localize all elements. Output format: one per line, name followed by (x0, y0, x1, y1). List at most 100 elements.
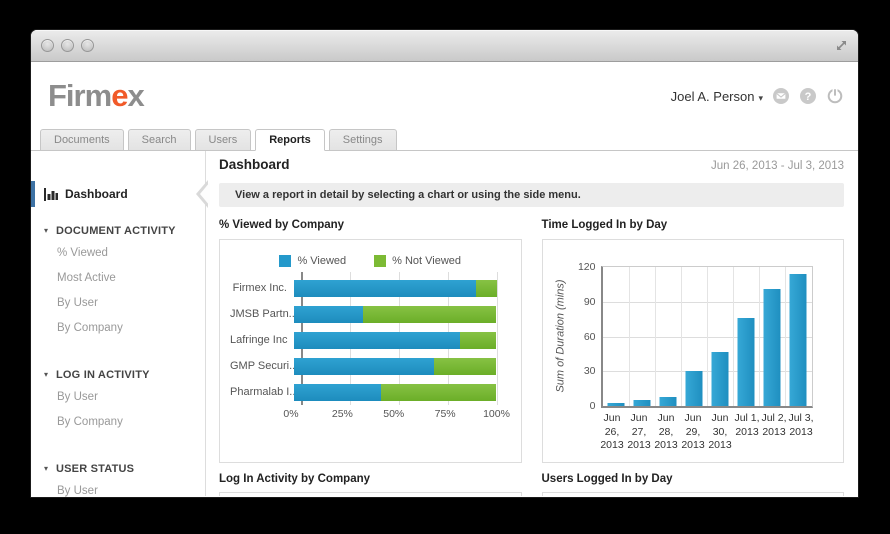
x-tick-label: Jun 28, 2013 (654, 412, 678, 452)
sidebar-section-document-activity[interactable]: ▾ DOCUMENT ACTIVITY (31, 220, 205, 241)
gridline (496, 272, 498, 405)
minimize-window-button[interactable] (61, 39, 74, 52)
sidebar-item-document-activity-by-company[interactable]: By Company (57, 322, 123, 334)
legend-label: % Viewed (297, 254, 347, 267)
messages-icon[interactable] (772, 87, 790, 105)
y-tick-label: 90 (583, 295, 596, 308)
legend-swatch (279, 254, 292, 267)
chart-title-viewed-by-company: % Viewed by Company (219, 219, 345, 231)
sidebar-item-document-activity-by-user[interactable]: By User (57, 297, 98, 309)
chart-users-logged-in[interactable] (541, 492, 844, 496)
legend-entry-not-viewed: % Not Viewed (374, 254, 461, 267)
tab-users[interactable]: Users (194, 129, 252, 151)
chevron-down-icon: ▾ (44, 464, 49, 473)
help-icon[interactable]: ? (799, 87, 817, 105)
tab-documents[interactable]: Documents (40, 129, 124, 151)
main-content: Dashboard Jun 26, 2013 - Jul 3, 2013 Vie… (206, 151, 858, 496)
gridline-vertical (785, 267, 787, 406)
sidebar-item-document-activity-most-active[interactable]: Most Active (57, 272, 116, 284)
bar-segment-viewed (294, 331, 461, 349)
category-label: Lafringe Inc (230, 334, 288, 346)
chart-login-activity[interactable] (219, 492, 522, 496)
bar-segment-viewed (294, 279, 477, 297)
bar-segment-not-viewed (460, 331, 497, 349)
time-bar-8 (789, 273, 807, 406)
tab-search[interactable]: Search (127, 129, 191, 151)
bar-track (294, 279, 497, 297)
bar-segment-viewed (294, 357, 434, 375)
tab-reports[interactable]: Reports (255, 129, 325, 151)
app-header: Firmex Joel A. Person ▾ ? (31, 62, 858, 128)
legend-entry-viewed: % Viewed (279, 254, 346, 267)
sidebar-section-label: LOG IN ACTIVITY (56, 368, 150, 381)
zoom-window-button[interactable] (81, 39, 94, 52)
tab-bar: Documents Search Users Reports Settings (31, 128, 858, 151)
bar-row-gmp-securi: GMP Securi... (230, 353, 497, 379)
x-tick-label: Jul 1, 2013 (734, 412, 760, 438)
bar-track (294, 357, 497, 375)
sidebar-item-log-in-activity-by-company[interactable]: By Company (57, 416, 123, 428)
y-axis-label: Sum of Duration (mins) (553, 279, 566, 393)
bar-row-firmex-inc: Firmex Inc. (230, 275, 497, 301)
x-tick-label: 100% (483, 408, 510, 420)
time-bar-3 (659, 396, 677, 406)
body-row: Dashboard ▾ DOCUMENT ACTIVITY % Viewed Most… (31, 151, 858, 497)
bar-segment-viewed (294, 383, 382, 401)
chart-time-logged-in[interactable]: Sum of Duration (mins) 0 30 60 90 120 Jun 26, … (541, 239, 844, 463)
y-tick-label: 30 (583, 365, 596, 378)
x-tick-label: Jun 27, 2013 (627, 412, 651, 452)
time-bar-1 (607, 402, 625, 406)
chart-title-login-activity: Log In Activity by Company (219, 473, 371, 485)
resize-expand-icon[interactable] (834, 38, 849, 53)
sidebar-spacer (31, 341, 205, 351)
gridline-vertical (759, 267, 761, 406)
legend-swatch (374, 254, 387, 267)
y-tick-label: 60 (583, 330, 596, 343)
bar-track (294, 305, 497, 323)
date-range[interactable]: Jun 26, 2013 - Jul 3, 2013 (711, 160, 844, 172)
category-label: GMP Securi... (230, 360, 294, 372)
bar-segment-viewed (294, 305, 363, 323)
y-tick-label: 120 (577, 261, 596, 273)
logout-power-icon[interactable] (826, 87, 844, 105)
chart-title-time-logged-in: Time Logged In by Day (541, 219, 668, 231)
logo-text-gray: Firm (48, 78, 112, 113)
sidebar-item-user-status-by-user[interactable]: By User (57, 485, 98, 497)
user-area: Joel A. Person ▾ ? (671, 87, 844, 105)
x-tick-label: 0% (283, 408, 299, 420)
left-column: % Viewed by Company % Viewed % Not Viewed… (219, 207, 522, 496)
svg-text:?: ? (805, 91, 812, 103)
x-tick-label: Jun 26, 2013 (600, 412, 624, 452)
chart-viewed-by-company[interactable]: % Viewed % Not Viewed Firmex Inc. JMSB Part… (219, 239, 522, 463)
user-menu[interactable]: Joel A. Person ▾ (671, 89, 763, 104)
x-axis-labels: Jun 26, 2013 Jun 27, 2013 Jun 28, 2013 Jun … (599, 412, 815, 453)
sidebar-item-document-activity-viewed[interactable]: % Viewed (57, 247, 108, 259)
charts-grid: % Viewed by Company % Viewed % Not Viewed… (219, 207, 844, 496)
sidebar-item-dashboard[interactable]: Dashboard (31, 180, 210, 208)
window-titlebar[interactable] (31, 30, 858, 62)
tab-settings[interactable]: Settings (328, 129, 397, 151)
x-axis-ticks: 0% 25% 50% 75% 100% (283, 408, 510, 423)
sidebar-item-label: Dashboard (65, 187, 128, 201)
page-title: Dashboard (219, 157, 290, 172)
sidebar-section-log-in-activity[interactable]: ▾ LOG IN ACTIVITY (31, 364, 205, 385)
bar-row-pharmalab-i: Pharmalab I... (230, 379, 497, 405)
chevron-down-icon: ▾ (758, 92, 763, 103)
sidebar: Dashboard ▾ DOCUMENT ACTIVITY % Viewed Most… (31, 151, 210, 497)
logo-text-gray2: x (127, 78, 144, 113)
x-tick-label: Jun 29, 2013 (681, 412, 705, 452)
gridline-vertical (654, 267, 656, 406)
sidebar-item-log-in-activity-by-user[interactable]: By User (57, 391, 98, 403)
sidebar-section-user-status[interactable]: ▾ USER STATUS (31, 458, 205, 479)
x-tick-label: 75% (434, 408, 456, 420)
sidebar-section-label: DOCUMENT ACTIVITY (56, 224, 176, 237)
bar-track (294, 331, 497, 349)
gridline-vertical (628, 267, 630, 406)
bar-segment-not-viewed (433, 357, 497, 375)
close-window-button[interactable] (41, 39, 54, 52)
x-tick-label: 25% (331, 408, 353, 420)
info-banner: View a report in detail by selecting a c… (219, 183, 844, 207)
time-bar-5 (711, 351, 729, 406)
chart-legend: % Viewed % Not Viewed (220, 240, 521, 267)
